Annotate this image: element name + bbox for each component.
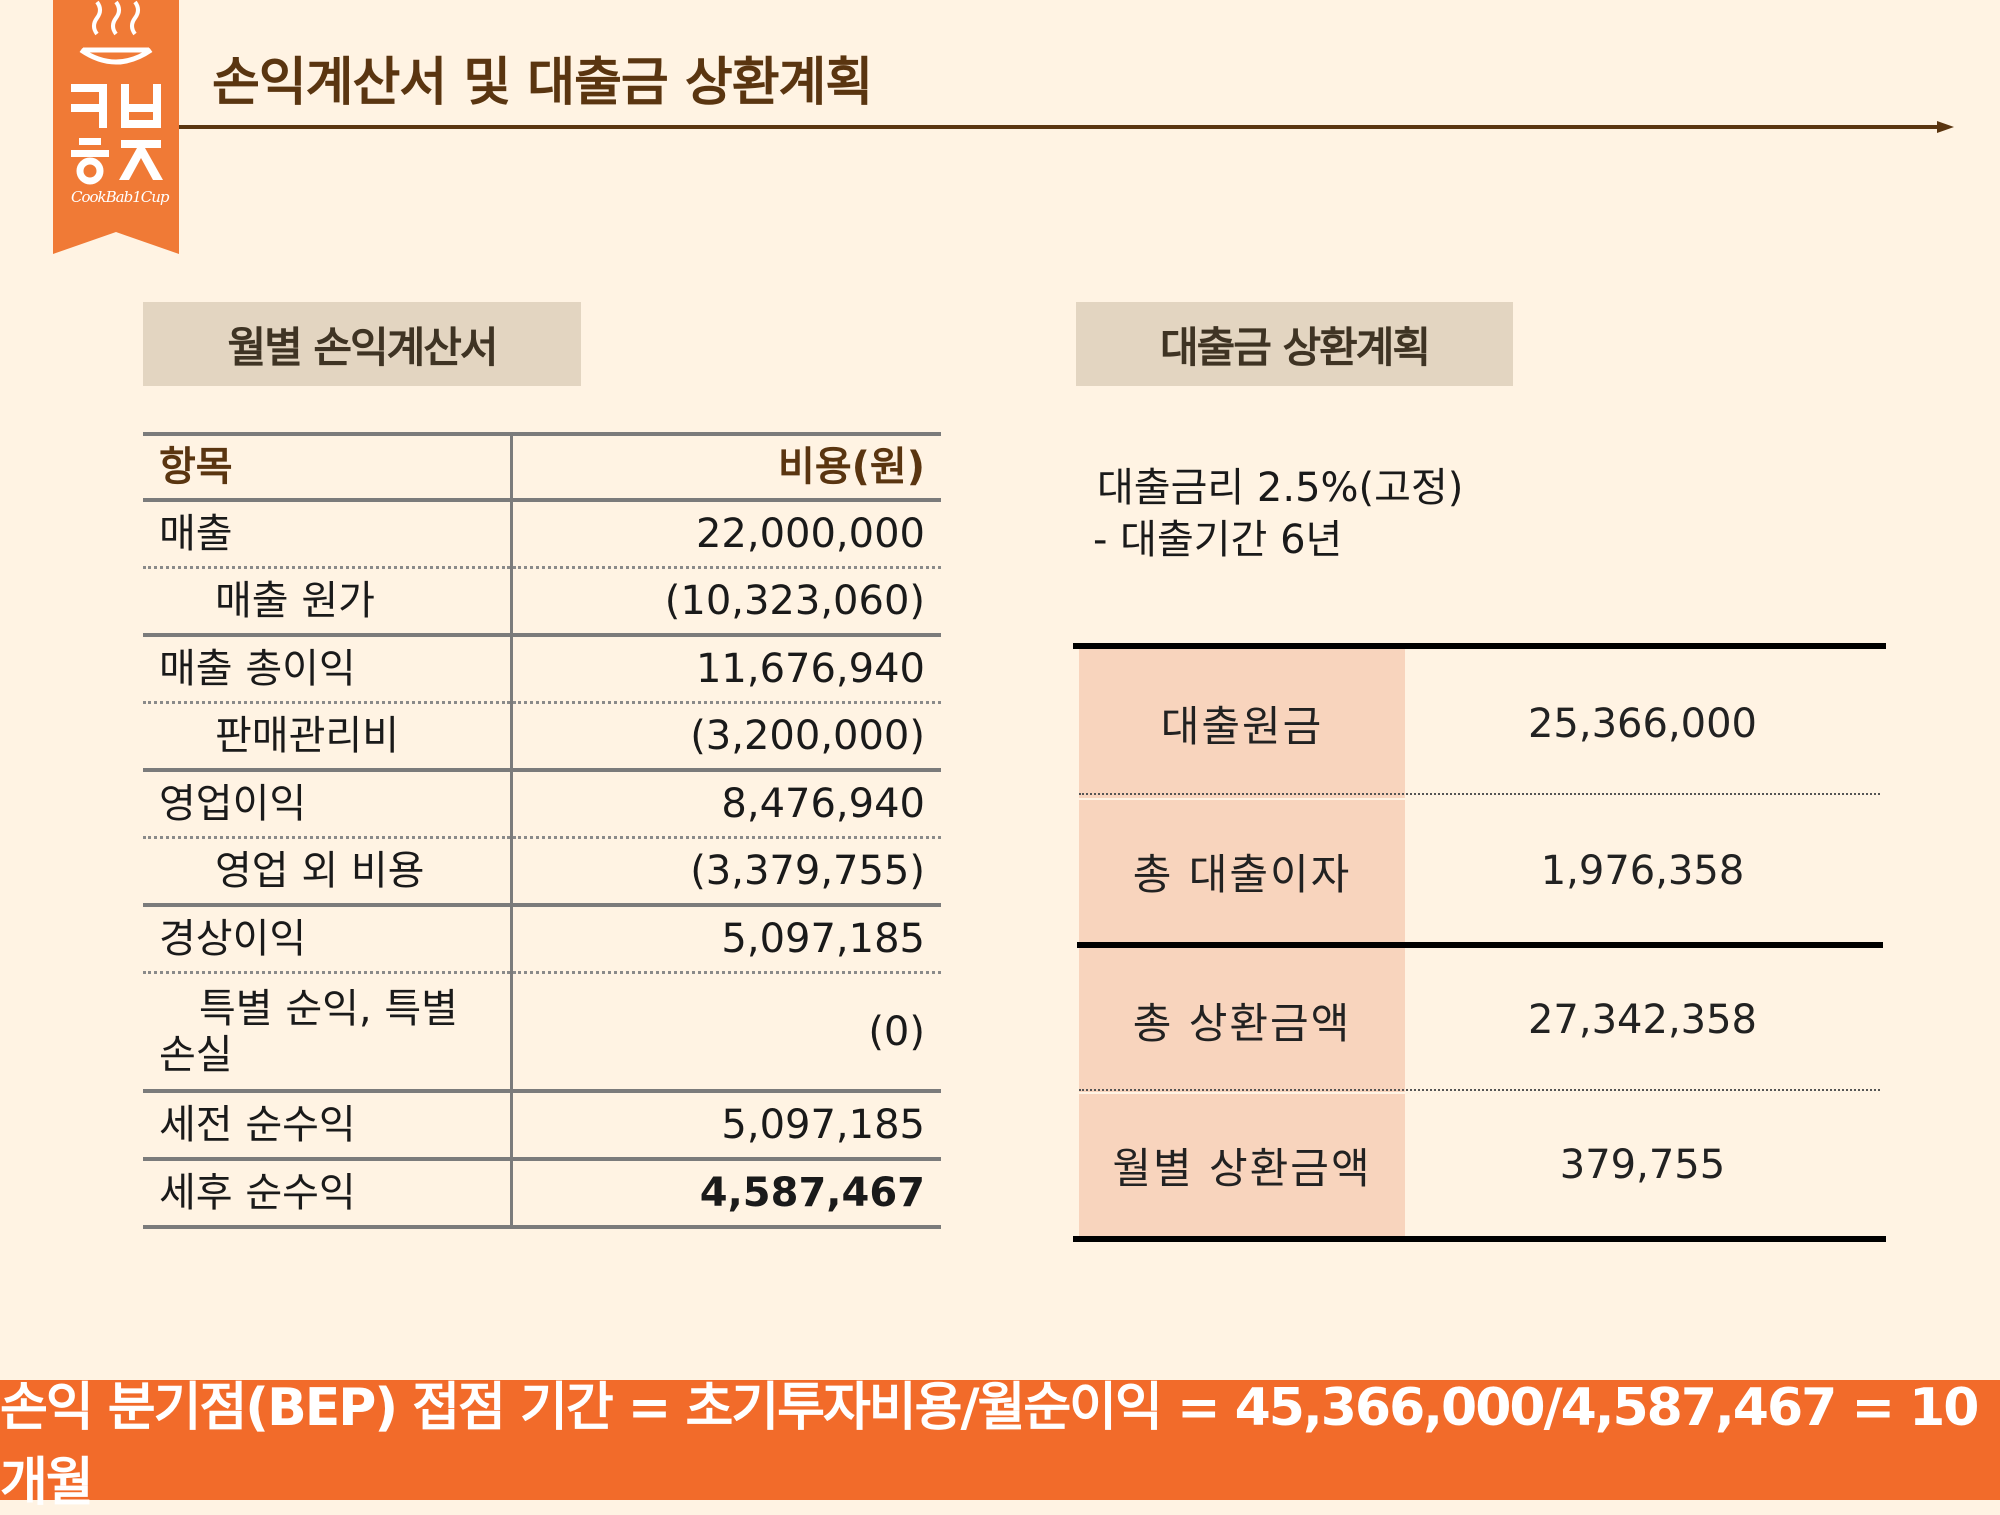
row-label: 매출 총이익 [159,646,356,692]
table-top-rule [1073,643,1886,649]
column-header-item: 항목 [143,432,513,502]
loan-plan-tag: 대출금 상환계획 [1076,302,1513,386]
logo-script-text: CookBab1Cup [71,188,169,206]
page-title: 손익계산서 및 대출금 상환계획 [212,53,873,113]
row-divider [1077,942,1883,948]
row-value: 5,097,185 [721,1102,925,1148]
table-row: 대출원금 25,366,000 [1079,649,1880,798]
table-row: 특별 순익, 특별 손실 (0) [143,972,941,1093]
row-label: 매출 원가 [215,578,375,624]
bep-summary-bar: 손익 분기점(BEP) 접점 기간 = 초기투자비용/월순이익 = 45,366… [0,1378,2000,1513]
table-row: 총 상환금액 27,342,358 [1079,948,1880,1092]
row-value: (0) [868,1008,925,1055]
row-divider [1079,793,1880,795]
table-row: 영업 외 비용 (3,379,755) [143,837,941,907]
row-value: 22,000,000 [695,511,925,557]
row-label: 매출 [159,511,233,557]
row-label: 세전 순수익 [159,1102,356,1148]
row-value: (3,379,755) [690,848,925,894]
row-value: (3,200,000) [690,713,925,759]
loan-period-text: - 대출기간 6년 [1093,517,1343,563]
income-statement-tag: 월별 손익계산서 [143,302,581,386]
table-row: 매출 총이익 11,676,940 [143,635,941,704]
row-value: 4,587,467 [699,1170,925,1216]
row-label: 총 대출이자 [1079,800,1405,942]
loan-repayment-table: 대출원금 25,366,000 총 대출이자 1,976,358 총 상환금액 … [1073,643,1886,1242]
row-value: (10,323,060) [664,578,925,624]
column-header-cost: 비용(원) [511,432,941,502]
row-value: 8,476,940 [721,781,925,827]
row-label: 영업이익 [159,781,307,827]
table-row: 영업이익 8,476,940 [143,770,941,839]
table-row: 총 대출이자 1,976,358 [1079,800,1880,942]
table-row: 매출 22,000,000 [143,500,941,569]
table-header-row: 항목 비용(원) [143,432,941,502]
table-row: 경상이익 5,097,185 [143,905,941,974]
brand-logo: ㅋㅂ ㅎㅈ CookBab1Cup [53,0,179,254]
row-label: 세후 순수익 [159,1170,356,1216]
table-bottom-rule [1073,1236,1886,1242]
row-value: 5,097,185 [721,916,925,962]
row-value: 25,366,000 [1527,700,1758,747]
bep-summary-text: 손익 분기점(BEP) 접점 기간 = 초기투자비용/월순이익 = 45,366… [0,1378,1980,1513]
row-label: 영업 외 비용 [215,848,425,894]
table-row: 세후 순수익 4,587,467 [143,1159,941,1229]
row-value: 1,976,358 [1540,848,1745,894]
row-label: 총 상환금액 [1079,948,1405,1092]
title-arrow-divider [179,121,1954,133]
table-row: 판매관리비 (3,200,000) [143,702,941,772]
loan-terms: 대출금리 2.5%(고정) - 대출기간 6년 [1093,462,1464,566]
table-row: 세전 순수익 5,097,185 [143,1091,941,1161]
row-value: 379,755 [1559,1142,1726,1188]
row-label: 대출원금 [1079,649,1405,798]
row-value: 11,676,940 [695,646,925,692]
row-value: 27,342,358 [1527,997,1758,1043]
row-label: 특별 순익, 특별 손실 [159,985,458,1078]
loan-rate-text: 대출금리 2.5%(고정) [1097,465,1464,511]
table-row: 매출 원가 (10,323,060) [143,567,941,637]
table-row: 월별 상환금액 379,755 [1079,1094,1880,1236]
row-label: 판매관리비 [215,713,399,759]
logo-ribbon [53,0,179,254]
row-label: 월별 상환금액 [1079,1094,1405,1236]
row-label: 경상이익 [159,916,307,962]
row-divider [1079,1089,1880,1091]
steaming-pot-icon [79,0,153,65]
income-statement-table: 항목 비용(원) 매출 22,000,000 매출 원가 (10,323,060… [143,432,941,1229]
